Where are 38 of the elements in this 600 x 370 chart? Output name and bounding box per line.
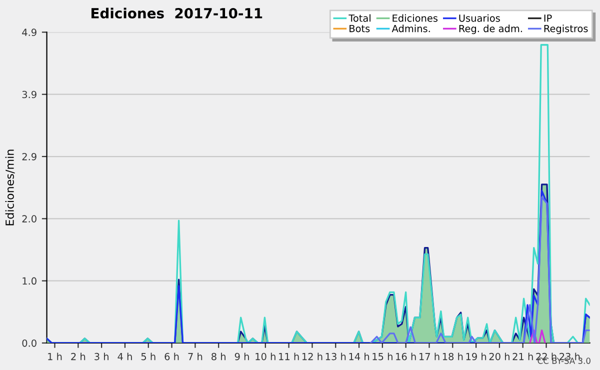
x-tick-label: 15 h bbox=[372, 352, 392, 360]
y-tick-label: 3.9 bbox=[22, 90, 36, 98]
legend-label: Usuarios bbox=[459, 14, 500, 22]
x-tick-label: 20 h bbox=[489, 352, 510, 360]
legend-label: Registros bbox=[544, 24, 588, 34]
legend-label: Admins. bbox=[392, 24, 430, 32]
chart-title: Ediciones 2017-10-11 bbox=[92, 8, 262, 18]
x-tick-label: 6 h bbox=[164, 352, 179, 360]
x-tick-label: 10 h bbox=[256, 352, 276, 360]
legend-label: Reg. de adm. bbox=[459, 24, 522, 34]
y-tick-label: 1.0 bbox=[22, 277, 36, 285]
x-tick-label: 21 h bbox=[512, 352, 533, 360]
x-tick-label: 11 h bbox=[279, 352, 299, 360]
legend-label: Ediciones bbox=[392, 14, 438, 22]
y-tick-label: 2.9 bbox=[22, 152, 36, 160]
x-tick-label: 4 h bbox=[118, 352, 132, 360]
y-tick-label: 0.0 bbox=[22, 339, 36, 347]
x-tick-label: 18 h bbox=[442, 352, 463, 360]
x-tick-label: 12 h bbox=[302, 352, 322, 360]
x-tick-label: 9 h bbox=[234, 352, 249, 360]
legend-label: Total bbox=[348, 14, 370, 22]
legend-label: Bots bbox=[350, 24, 370, 32]
x-tick-label: 3 h bbox=[94, 352, 108, 360]
x-tick-label: 16 h bbox=[396, 352, 416, 360]
x-tick-label: 1 h bbox=[48, 352, 62, 360]
x-tick-label: 2 h bbox=[71, 352, 86, 360]
y-axis-title: Ediciones/min bbox=[5, 150, 15, 226]
y-tick-label: 4.9 bbox=[22, 28, 36, 36]
x-tick-label: 8 h bbox=[212, 352, 226, 360]
legend-label: IP bbox=[544, 14, 552, 22]
y-tick-label: 2.0 bbox=[22, 215, 36, 222]
x-tick-label: 14 h bbox=[349, 352, 370, 360]
x-tick-label: 13 h bbox=[326, 352, 346, 360]
x-tick-label: 19 h bbox=[466, 352, 486, 360]
line-series bbox=[370, 196, 590, 343]
x-tick-label: 7 h bbox=[188, 352, 202, 360]
x-tick-label: 17 h bbox=[419, 352, 440, 360]
x-tick-label: 5 h bbox=[141, 352, 156, 360]
